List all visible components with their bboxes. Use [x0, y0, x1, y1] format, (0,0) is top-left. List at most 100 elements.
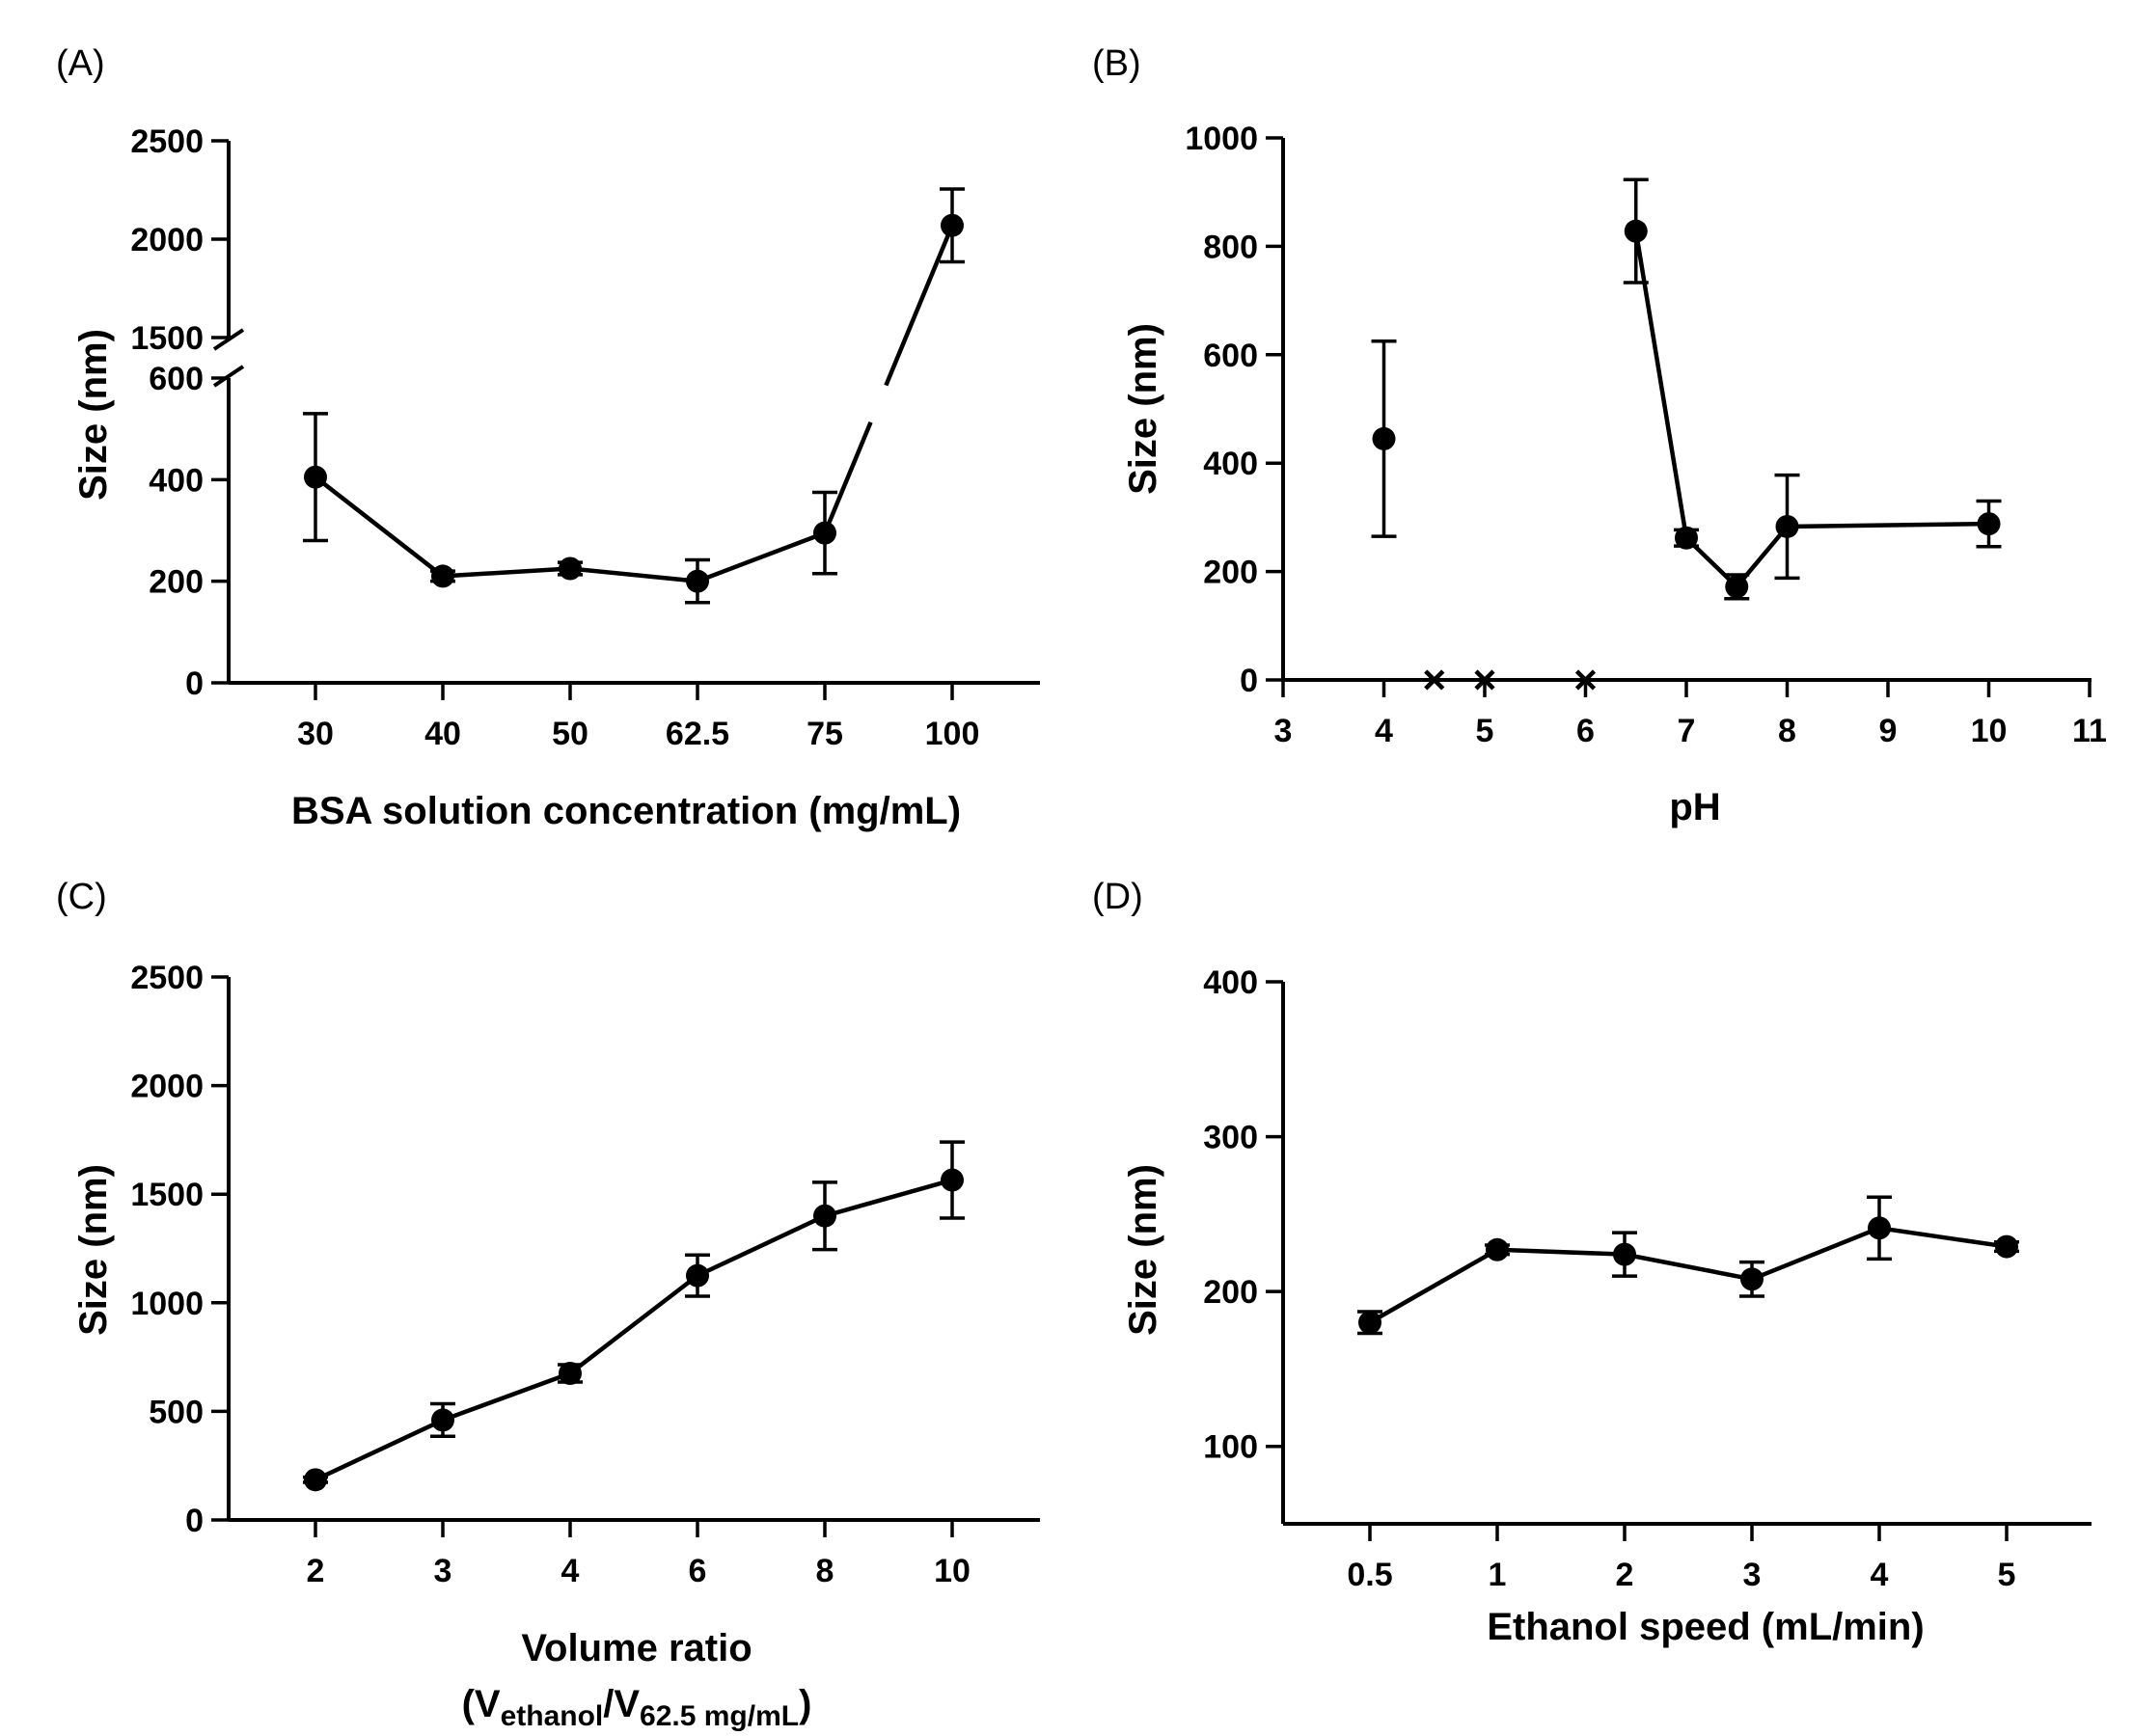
panel-d-x-tick-label: 2 [1616, 1557, 1634, 1593]
panel-a-y-tick-label: 2000 [130, 222, 204, 258]
panel-a-x-tick-label: 40 [424, 716, 461, 752]
panel-d-x-tick-label: 5 [1998, 1557, 2016, 1593]
panel-d-x-tick-label: 1 [1489, 1557, 1507, 1593]
panel-a-x-tick-label: 62.5 [666, 716, 729, 752]
panel-c-x-axis-title-ratio: (Vethanol/V62.5 mg/mL) [462, 1683, 812, 1732]
panel-d-data-point [1358, 1311, 1381, 1335]
panel-a-data-point [431, 564, 454, 588]
panel-a-data-point [686, 569, 709, 593]
panel-d-data-point [1486, 1237, 1509, 1261]
panel-b-x-axis-title: pH [1669, 786, 1720, 828]
panel-d-y-tick-label: 400 [1203, 964, 1258, 1001]
panel-b-x-tick-label: 11 [2072, 713, 2107, 749]
panel-c-series-line [314, 1178, 953, 1482]
panel-label-c: (C) [56, 877, 107, 917]
panel-d-series-line [1368, 1225, 2008, 1325]
panel-d-data-point [1613, 1242, 1636, 1266]
panel-a-y-tick-label: 2500 [130, 123, 204, 160]
panel-a-y-tick-label: 200 [149, 564, 204, 601]
panel-b-y-tick-label: 400 [1203, 446, 1258, 482]
chart-panel-b: 0 200 400 600 800 1000 3 4 5 6 7 8 9 10 11 pH Size (n… [1122, 121, 2107, 828]
panel-d-y-tick-label: 300 [1203, 1120, 1258, 1156]
panel-d-data-point [1740, 1267, 1764, 1291]
panel-b-cross-marker [1424, 669, 1445, 691]
panel-b-x-tick-label: 9 [1879, 713, 1898, 749]
panel-c-data-point [941, 1168, 964, 1192]
panel-d-y-axis-title: Size (nm) [1122, 1164, 1164, 1336]
panel-b-x-tick-label: 7 [1678, 713, 1696, 749]
panel-b-data-point [1977, 512, 2001, 536]
panel-c-x-tick-label: 2 [307, 1553, 325, 1589]
chart-panel-d: 100 200 300 400 0.5 1 2 3 4 5 Ethanol speed (mL/… [1122, 964, 2092, 1648]
panel-a-axis-break-mark [212, 365, 245, 388]
panel-d-x-tick-label: 4 [1871, 1557, 1889, 1593]
panel-a-data-point [304, 465, 327, 489]
panel-a-series-line [822, 420, 873, 534]
panel-c-y-tick-label: 500 [149, 1394, 204, 1430]
panel-a-x-axis-title: BSA solution concentration (mg/mL) [291, 790, 961, 832]
panel-d-y-tick-label: 100 [1203, 1429, 1258, 1466]
panel-c-x-axis-title: Volume ratio [521, 1627, 752, 1669]
chart-panel-a: 0 200 400 600 1500 2000 2500 30 40 50 62.5 75 100 B… [72, 123, 1040, 832]
panel-a-x-tick-label: 50 [552, 716, 588, 752]
panel-d-x-tick-label: 0.5 [1347, 1557, 1392, 1593]
panel-c-x-tick-label: 10 [934, 1553, 971, 1589]
panel-c-data-point [813, 1204, 836, 1228]
panel-b-x-tick-label: 4 [1375, 713, 1393, 749]
panel-a-x-tick-label: 75 [807, 716, 843, 752]
panel-d-data-point [1995, 1234, 2018, 1259]
panel-c-y-tick-label: 2000 [130, 1069, 204, 1105]
panel-c-x-tick-label: 6 [689, 1553, 707, 1589]
panel-b-data-point [1675, 526, 1698, 550]
panel-d-x-tick-label: 3 [1743, 1557, 1762, 1593]
panel-c-x-tick-label: 8 [816, 1553, 834, 1589]
panel-a-series-line [884, 224, 955, 387]
panel-a-data-point [813, 521, 836, 545]
panel-b-y-tick-label: 1000 [1185, 121, 1258, 157]
panel-d-x-axis-title: Ethanol speed (mL/min) [1487, 1606, 1924, 1648]
panel-c-data-point [431, 1408, 454, 1432]
panel-label-a: (A) [56, 43, 105, 84]
panel-d-y-tick-label: 200 [1203, 1274, 1258, 1311]
panel-a-data-point [559, 556, 582, 581]
panel-c-data-point [304, 1468, 327, 1492]
panel-b-y-tick-label: 800 [1203, 229, 1258, 265]
panel-a-x-tick-label: 100 [925, 716, 980, 752]
panel-label-d: (D) [1092, 877, 1143, 917]
panel-b-x-tick-label: 6 [1576, 713, 1595, 749]
panel-b-y-tick-label: 600 [1203, 338, 1258, 374]
panel-b-data-point [1624, 219, 1648, 243]
panel-c-y-axis-title: Size (nm) [72, 1164, 115, 1336]
panel-b-x-tick-label: 10 [1971, 713, 2008, 749]
panel-c-x-tick-label: 3 [434, 1553, 452, 1589]
panel-c-y-tick-label: 0 [185, 1503, 204, 1539]
panel-a-y-tick-label: 600 [149, 361, 204, 397]
panel-c-y-tick-label: 1000 [130, 1286, 204, 1322]
panel-b-y-tick-label: 200 [1203, 555, 1258, 591]
panel-a-x-tick-label: 30 [297, 716, 334, 752]
panel-a-y-tick-label: 1500 [130, 320, 204, 357]
panel-c-data-point [686, 1263, 709, 1288]
panel-c-y-tick-label: 1500 [130, 1177, 204, 1213]
panel-b-data-point [1372, 426, 1396, 450]
panel-b-data-point [1775, 514, 1799, 538]
panel-b-data-point [1725, 575, 1749, 599]
panel-b-y-tick-label: 0 [1240, 663, 1258, 699]
panel-b-y-axis-title: Size (nm) [1122, 323, 1164, 495]
panel-label-b: (B) [1092, 43, 1141, 84]
panel-a-y-tick-label: 0 [185, 665, 204, 702]
panel-b-cross-marker [1574, 669, 1597, 691]
panel-b-cross-marker [1474, 669, 1495, 691]
panel-a-axis-break-mark [212, 328, 245, 351]
panel-c-y-tick-label: 2500 [130, 960, 204, 996]
panel-c-data-point [559, 1361, 582, 1385]
panel-b-x-tick-label: 5 [1476, 713, 1494, 749]
panel-a-data-point [941, 213, 964, 237]
chart-panel-c: 0 500 1000 1500 2000 2500 2 3 4 6 8 10 Volume rati… [72, 960, 1040, 1732]
panel-c-x-tick-label: 4 [561, 1553, 580, 1589]
panel-b-x-tick-label: 8 [1778, 713, 1796, 749]
panel-a-y-tick-label: 400 [149, 462, 204, 499]
panel-d-data-point [1868, 1216, 1891, 1240]
panel-a-y-axis-title: Size (nm) [72, 329, 115, 501]
